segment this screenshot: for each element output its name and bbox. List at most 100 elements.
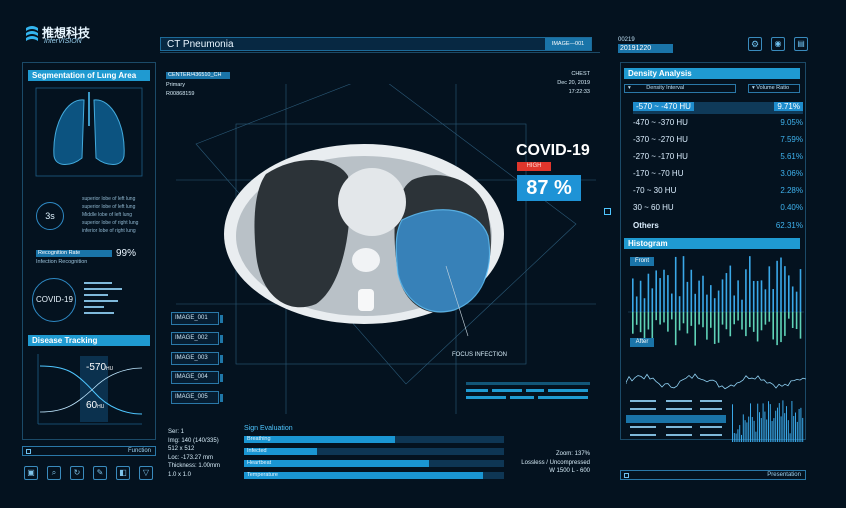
density-row[interactable]: -270 ~ -170 HU 5.61% [633, 152, 803, 161]
density-row[interactable]: -470 ~ -370 HU 9.05% [633, 118, 803, 127]
presentation-square-icon [624, 473, 629, 478]
covid-ring [32, 278, 76, 322]
histogram-after-bar [639, 312, 642, 333]
mini-bar [760, 418, 762, 442]
tool-filter-button[interactable]: ▽ [139, 466, 153, 480]
compression: Lossless / Uncompressed [521, 459, 590, 466]
magnifier-icon: ⌕ [51, 468, 57, 477]
series-number: 00219 [618, 37, 635, 43]
histogram-front-bar [639, 280, 642, 312]
tool-draw-button[interactable]: ✎ [93, 466, 107, 480]
image-thumb-button[interactable]: IMAGE_002 [171, 332, 223, 345]
histogram-front-bar [647, 273, 650, 312]
histogram-front-bar [702, 275, 704, 312]
histogram-after-bar [698, 312, 700, 325]
sign-heartbeat: Heartbeat [244, 460, 504, 467]
ct-scan-view[interactable] [176, 73, 596, 414]
histogram-front-bar [756, 280, 759, 312]
volume-ratio-dropdown[interactable]: ▾ Volume Ratio [748, 84, 800, 93]
image-thumb-button[interactable]: IMAGE_004 [171, 371, 223, 384]
histogram-svg [628, 256, 804, 346]
histogram-after-bar [674, 312, 677, 346]
histogram-after-bar [784, 312, 786, 336]
density-title: Density Analysis [624, 68, 800, 79]
density-interval-dropdown[interactable]: ▾ Density Interval [624, 84, 736, 93]
mini-bar [759, 412, 760, 442]
meta-scale: 1.0 x 1.0 [168, 471, 192, 478]
compass-button[interactable]: ◉ [771, 37, 785, 51]
histogram-front-bar [752, 280, 755, 312]
mini-bar [757, 403, 759, 442]
histogram-after-bar [678, 312, 681, 331]
mini-bar [789, 433, 791, 442]
image-thumb-button[interactable]: IMAGE_005 [171, 391, 223, 404]
screen-icon: ▣ [27, 468, 35, 477]
scan-time: 17:22:33 [568, 89, 590, 95]
recognition-value: 99% [116, 248, 137, 259]
histogram-after-bar [632, 312, 634, 334]
data-table-mini [626, 396, 806, 444]
record-number: R00868159 [166, 91, 195, 97]
clipboard-icon: ▤ [797, 39, 805, 48]
image-id-badge: IMAGE—001 [545, 38, 591, 50]
density-row[interactable]: -170 ~ -70 HU 3.06% [633, 169, 803, 178]
histogram-after-bar [780, 312, 782, 343]
function-bar[interactable]: Function [22, 446, 156, 456]
mini-bar [775, 410, 777, 442]
mini-bar [802, 417, 804, 442]
image-thumb-button[interactable]: IMAGE_001 [171, 312, 223, 325]
mini-bar [780, 416, 782, 442]
mini-bar [796, 421, 798, 442]
page-title: CT Pneumonia [167, 39, 234, 50]
mini-bar [771, 421, 773, 442]
mini-bar [739, 425, 741, 442]
function-label: Function [127, 448, 151, 454]
histogram-front-bar [651, 288, 654, 312]
density-row[interactable]: -570 ~ -470 HU 9.71% [633, 102, 803, 114]
mini-bar [735, 433, 737, 442]
histogram-front-bar [776, 260, 778, 312]
pencil-icon: ✎ [96, 468, 104, 477]
image-thumb-button[interactable]: IMAGE_003 [171, 352, 223, 365]
histogram-after-bar [663, 312, 665, 323]
histogram-after-bar [772, 312, 774, 340]
histogram-after-bar [733, 312, 735, 325]
histogram-after-bar [717, 312, 720, 343]
histogram-front-bar [772, 289, 774, 312]
volume-ratio-label: Volume Ratio [756, 85, 790, 91]
scan-region: CHEST [571, 71, 590, 77]
histogram-after-bar [752, 312, 755, 332]
histogram-front-bar [791, 286, 794, 312]
mini-bar [764, 411, 766, 442]
density-row[interactable]: -70 ~ 30 HU 2.28% [633, 186, 803, 195]
histogram-after-bar [659, 312, 661, 325]
legend-item: superior lobe of left lung [82, 196, 136, 202]
histogram-front-label: Front [630, 257, 654, 266]
density-row[interactable]: -370 ~ -270 HU 7.59% [633, 135, 803, 144]
mini-bar [753, 420, 755, 442]
sign-fill-heartbeat [244, 460, 429, 467]
rotate-icon: ↻ [73, 468, 81, 477]
tool-zoom-button[interactable]: ⌕ [47, 466, 61, 480]
clipboard-button[interactable]: ▤ [794, 37, 808, 51]
histogram-after-bar [725, 312, 728, 330]
sign-breathing: Breathing [244, 436, 504, 443]
compass-icon: ◉ [774, 39, 782, 48]
density-row[interactable]: 30 ~ 60 HU 0.40% [633, 203, 803, 212]
settings-button[interactable]: ⚙ [748, 37, 762, 51]
histogram-front-bar [706, 294, 708, 312]
sign-temperature: Temperature [244, 472, 504, 479]
marker-square-icon [604, 208, 611, 215]
tool-rotate-button[interactable]: ↻ [70, 466, 84, 480]
histogram-after-bar [745, 312, 747, 337]
presentation-bar[interactable]: Presentation [620, 470, 806, 480]
timer-value: 3s [45, 211, 55, 221]
tool-screen-button[interactable]: ▣ [24, 466, 38, 480]
mini-bar [750, 403, 751, 442]
histogram-front-bar [784, 266, 786, 312]
density-row[interactable]: Others 62.31% [633, 221, 803, 230]
mini-bar [768, 401, 769, 442]
tool-layer-button[interactable]: ◧ [116, 466, 130, 480]
mini-bar [777, 407, 778, 442]
histogram-front-bar [749, 256, 751, 312]
